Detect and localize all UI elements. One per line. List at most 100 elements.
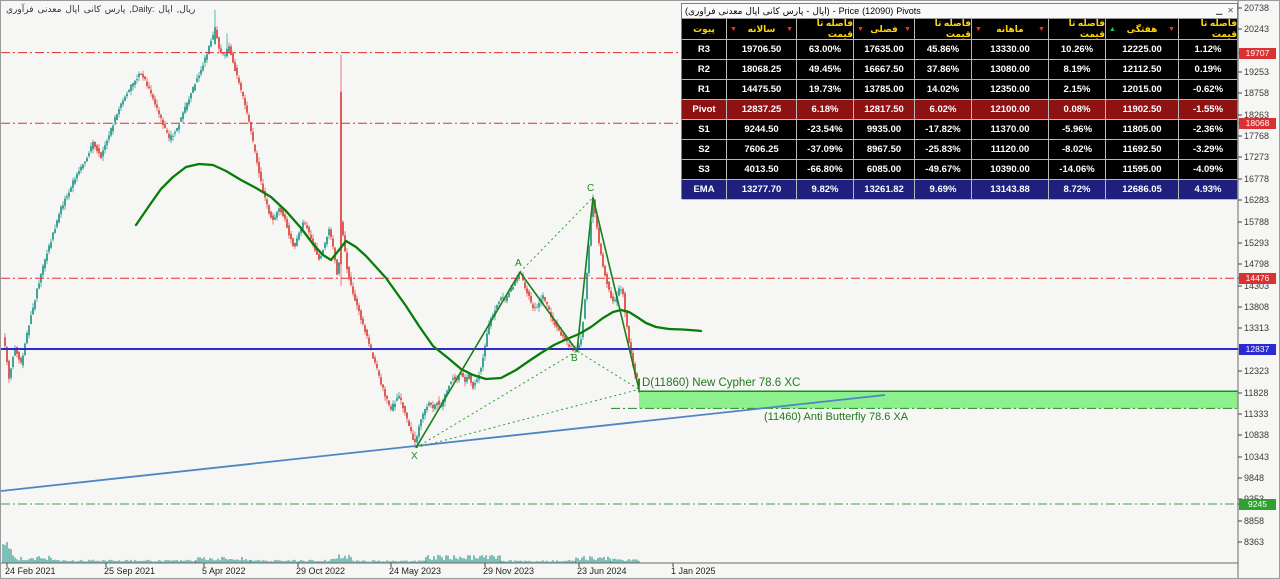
volume-bar (160, 560, 162, 563)
volume-bar (245, 559, 247, 563)
candle-body (78, 171, 80, 175)
pivot-header-label: فاصله تا قیمت (1200, 19, 1237, 39)
sort-down-icon: ▼ (1038, 25, 1045, 33)
pattern-dotted-line[interactable] (576, 350, 640, 390)
pivot-header-cell[interactable]: ▼ سالانه ▼ (727, 19, 797, 40)
pattern-solid-line[interactable] (592, 197, 640, 390)
volume-bar (170, 560, 172, 563)
volume-bar (552, 560, 554, 563)
moving-average-line[interactable] (134, 162, 703, 381)
candle-body (130, 84, 132, 91)
volume-bar (186, 559, 188, 563)
candle-body (436, 402, 438, 406)
pivot-header-cell[interactable]: فاصله تا قیمت (797, 19, 854, 40)
pivot-row-label: S2 (682, 140, 727, 160)
volume-bar (386, 560, 388, 563)
candle-body (274, 217, 276, 220)
candle-body (160, 114, 162, 118)
volume-bar (118, 560, 120, 563)
candle-body (222, 53, 224, 55)
volume-bar (585, 559, 587, 563)
pivot-header-label: فاصله تا قیمت (816, 19, 853, 39)
volume-bar (314, 561, 316, 563)
time-axis-label: 24 May 2023 (389, 566, 442, 576)
trendline[interactable] (1, 394, 886, 492)
pivot-header-cell[interactable]: فاصله تا قیمت (1179, 19, 1237, 40)
volume-bar (282, 561, 284, 563)
pivot-header-cell[interactable]: فاصله تا قیمت (1049, 19, 1106, 40)
candle-body (182, 112, 184, 120)
volume-bar (384, 561, 386, 563)
volume-bar (184, 560, 186, 563)
pivot-header-cell[interactable]: ▼ ماهانه ▼ (972, 19, 1049, 40)
volume-bar (570, 560, 572, 563)
volume-bar (249, 560, 251, 563)
close-icon[interactable]: ✕ (1227, 6, 1234, 15)
pattern-dotted-line[interactable] (519, 197, 594, 273)
candle-body (292, 238, 294, 247)
candle-body (348, 266, 350, 278)
candle-body (398, 395, 400, 399)
pivot-header-cell[interactable]: پیوت (682, 19, 727, 40)
volume-bar (48, 555, 50, 563)
candle-body (470, 373, 472, 383)
volume-bar (243, 560, 245, 563)
volume-bar (398, 561, 400, 563)
price-axis-label: 8858 (1244, 516, 1265, 526)
volume-bar (352, 560, 354, 563)
pattern-solid-line[interactable] (519, 271, 578, 352)
candle-body (58, 214, 60, 223)
candle-body (556, 323, 558, 328)
volume-bar (471, 559, 473, 563)
candle-body (120, 103, 122, 108)
volume-bar (616, 559, 618, 563)
pivot-header-cell[interactable]: فاصله تا قیمت (915, 19, 972, 40)
volume-bar (231, 559, 233, 563)
price-axis-label: 14798 (1244, 259, 1270, 269)
volume-bar (402, 560, 404, 563)
pivot-value-cell: 10.26% (1049, 40, 1106, 60)
candle-body (412, 433, 414, 440)
volume-bar (479, 556, 481, 563)
candle-body (216, 29, 218, 38)
candle-body (62, 205, 64, 209)
pivot-title-token: - (832, 5, 836, 16)
candle-body (174, 132, 176, 134)
candle-body (602, 254, 604, 267)
pivot-panel-titlebar[interactable]: (فراوری معدنی اپال کانی پارس - اپال) - Price (120… (682, 4, 1237, 19)
candle-body (516, 278, 518, 282)
candle-body (172, 135, 174, 137)
pivot-value-cell: 11902.50 (1106, 100, 1179, 120)
pivot-header-label: فصلی (870, 23, 898, 34)
pivot-value-cell: -66.80% (797, 160, 854, 180)
pattern-dotted-line[interactable] (415, 388, 640, 449)
pivot-value-cell: 13143.88 (972, 180, 1049, 200)
volume-bar (360, 561, 362, 563)
volume-bar (310, 559, 312, 563)
volume-bar (449, 559, 451, 563)
candle-body (96, 145, 98, 152)
volume-bar (603, 556, 605, 563)
volume-bar (542, 560, 544, 563)
volume-bar (213, 560, 215, 563)
price-axis-label: 11333 (1244, 409, 1269, 419)
volume-bar (435, 559, 437, 563)
pivot-header-cell[interactable]: ▲ هفتگی ▼ (1106, 19, 1179, 40)
volume-bar (512, 561, 514, 563)
pattern-point-label-c: C (587, 183, 595, 194)
candle-body (438, 400, 440, 405)
candle-body (554, 321, 556, 326)
price-axis-label: 11828 (1244, 388, 1269, 398)
candle-body (304, 223, 306, 225)
pattern-solid-line[interactable] (415, 271, 521, 449)
minimize-icon[interactable]: ▁ (1216, 6, 1223, 15)
candle-body (208, 46, 210, 54)
candle-body (506, 296, 508, 302)
pivot-header-cell[interactable]: ▼ فصلی ▼ (854, 19, 915, 40)
volume-bar (342, 558, 344, 563)
pattern-dotted-line[interactable] (415, 350, 578, 449)
candle-body (400, 397, 402, 400)
target-zone[interactable] (639, 391, 1238, 409)
pattern-solid-line[interactable] (576, 197, 594, 352)
